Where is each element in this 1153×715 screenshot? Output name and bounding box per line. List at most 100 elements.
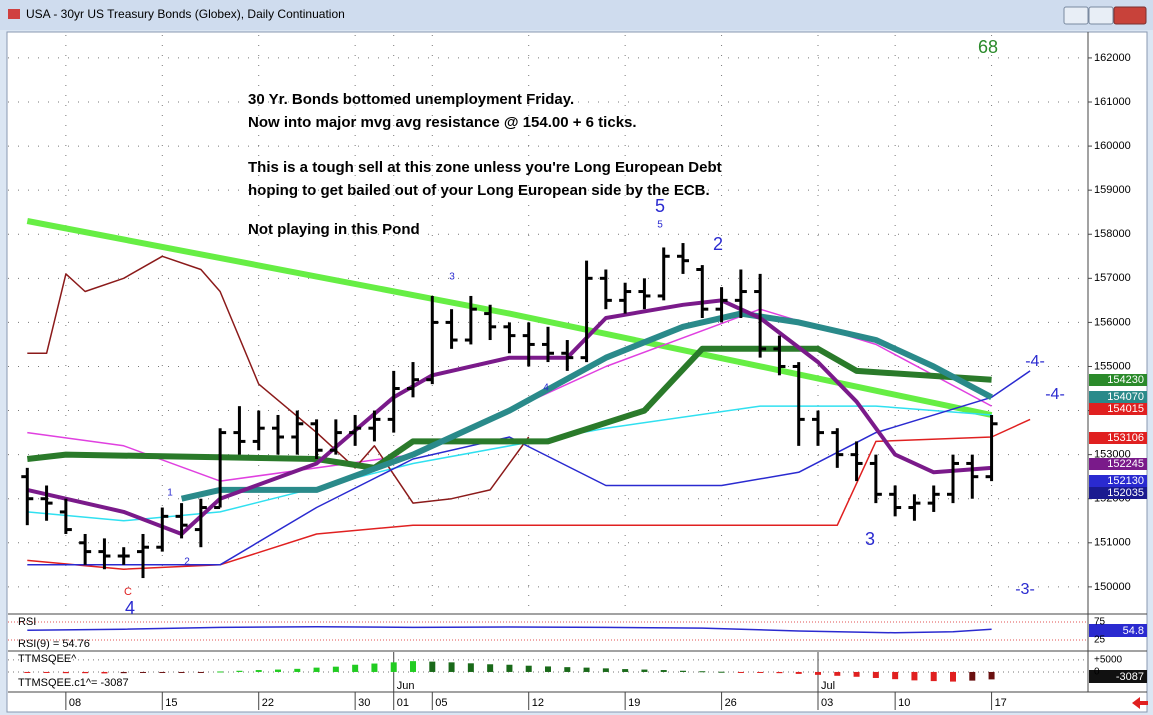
x-tick-label: 15 bbox=[165, 697, 177, 709]
wave-label: 3 bbox=[449, 272, 455, 283]
ma-line bbox=[27, 418, 1031, 570]
ma-line bbox=[27, 370, 1031, 566]
wave-label: 1 bbox=[167, 488, 173, 499]
month-label: Jul bbox=[821, 680, 835, 692]
y-tick-label: 153000 bbox=[1094, 449, 1131, 461]
rsi-tick-label: 75 bbox=[1094, 617, 1106, 628]
wave-label: 3 bbox=[865, 529, 875, 549]
ttm-bar bbox=[757, 671, 764, 673]
ttm-bar bbox=[275, 669, 281, 672]
ttm-bar bbox=[294, 668, 301, 672]
ttm-tick-label: 0 bbox=[1094, 667, 1100, 678]
price-label: 152130 bbox=[1107, 475, 1144, 487]
wave-label: C bbox=[124, 586, 132, 598]
ttm-bar bbox=[255, 670, 262, 672]
ttm-bar bbox=[815, 671, 821, 675]
price-label-box bbox=[1089, 374, 1147, 386]
y-tick-label: 150000 bbox=[1094, 581, 1131, 593]
ma-line bbox=[26, 218, 993, 418]
ttm-bar bbox=[969, 671, 976, 681]
y-tick-label: 159000 bbox=[1094, 184, 1131, 196]
wave-label: 4 bbox=[125, 598, 135, 618]
ma-line bbox=[26, 345, 992, 471]
ttm-bar bbox=[120, 671, 127, 674]
ttm-bar bbox=[776, 671, 783, 674]
ttm-bar bbox=[101, 671, 108, 674]
ttm-bar bbox=[680, 670, 686, 672]
y-tick-label: 160000 bbox=[1094, 140, 1131, 152]
ma-line bbox=[180, 310, 994, 502]
ttm-bar bbox=[622, 669, 629, 672]
price-label-box bbox=[1089, 391, 1147, 403]
rsi-name: RSI bbox=[18, 616, 36, 628]
ttm-bar bbox=[313, 667, 320, 672]
ttm-bar bbox=[178, 671, 185, 673]
ttm-bar bbox=[352, 664, 359, 672]
price-label: 154070 bbox=[1107, 391, 1144, 403]
ttm-name: TTMSQEE^ bbox=[18, 653, 77, 665]
ttm-bar bbox=[197, 671, 204, 673]
x-tick-label: 17 bbox=[995, 697, 1007, 709]
ttm-last-box bbox=[1089, 670, 1147, 683]
ttm-bar bbox=[82, 671, 89, 674]
price-label: 154015 bbox=[1107, 403, 1144, 415]
ttm-bar bbox=[737, 671, 744, 673]
y-tick-label: 151000 bbox=[1094, 537, 1131, 549]
ttm-bar bbox=[930, 671, 937, 682]
x-tick-label: 10 bbox=[898, 697, 910, 709]
ttm-bar bbox=[853, 671, 860, 677]
wave-label: 2 bbox=[713, 234, 723, 254]
x-tick-label: 30 bbox=[358, 697, 370, 709]
x-tick-label: 08 bbox=[69, 697, 81, 709]
ttm-legend: TTMSQEE.c1^= -3087 bbox=[18, 677, 129, 689]
price-label-box bbox=[1089, 475, 1147, 487]
price-label-box bbox=[1089, 403, 1147, 415]
x-tick-label: 22 bbox=[262, 697, 274, 709]
ttm-bar bbox=[140, 671, 146, 673]
ttm-bar bbox=[718, 671, 725, 673]
x-tick-label: 05 bbox=[435, 697, 447, 709]
price-label: 153106 bbox=[1107, 432, 1144, 444]
y-tick-label: 162000 bbox=[1094, 52, 1131, 64]
x-tick-label: 03 bbox=[821, 697, 833, 709]
ttm-bar bbox=[795, 671, 802, 674]
ttm-bar bbox=[24, 671, 31, 673]
rsi-last-label: 54.8 bbox=[1123, 625, 1144, 637]
rsi-last-box bbox=[1089, 624, 1147, 637]
ttm-last-label: -3087 bbox=[1116, 671, 1144, 683]
ttm-bar bbox=[911, 671, 918, 681]
y-tick-label: 156000 bbox=[1094, 316, 1131, 328]
ttm-tick-label: +5000 bbox=[1094, 655, 1123, 666]
ttm-bar bbox=[545, 666, 551, 672]
annotation: 30 Yr. Bonds bottomed unemployment Frida… bbox=[248, 91, 574, 108]
ttm-bar bbox=[602, 668, 609, 672]
ttm-bar bbox=[371, 663, 378, 672]
ttm-bar bbox=[564, 667, 571, 672]
rsi-legend: RSI(9) = 54.76 bbox=[18, 638, 90, 650]
x-tick-label: 19 bbox=[628, 697, 640, 709]
ttm-bar bbox=[699, 671, 706, 673]
price-label: 154230 bbox=[1107, 374, 1144, 386]
wave-label: 5 bbox=[657, 220, 663, 231]
ttm-bar bbox=[159, 671, 166, 673]
ttm-bar bbox=[892, 671, 899, 680]
wave-label: -3- bbox=[1015, 581, 1035, 598]
ttm-bar bbox=[332, 666, 339, 672]
annotation: Not playing in this Pond bbox=[248, 221, 420, 238]
price-label-box bbox=[1089, 458, 1147, 470]
close-button[interactable] bbox=[1113, 6, 1147, 25]
ttm-bar bbox=[236, 670, 243, 672]
month-label: Jun bbox=[397, 680, 415, 692]
price-label-box bbox=[1089, 487, 1147, 499]
rsi-tick-label: 25 bbox=[1094, 635, 1106, 646]
minimize-button[interactable] bbox=[1063, 6, 1089, 25]
ttm-bar bbox=[467, 663, 474, 672]
ttm-bar bbox=[429, 661, 436, 672]
ttm-bar bbox=[660, 670, 667, 672]
maximize-button[interactable] bbox=[1088, 6, 1114, 25]
scroll-arrow[interactable] bbox=[1132, 697, 1148, 709]
window-title: USA - 30yr US Treasury Bonds (Globex), D… bbox=[26, 7, 345, 21]
price-label: 152035 bbox=[1107, 487, 1144, 499]
ttm-bar bbox=[641, 669, 648, 672]
